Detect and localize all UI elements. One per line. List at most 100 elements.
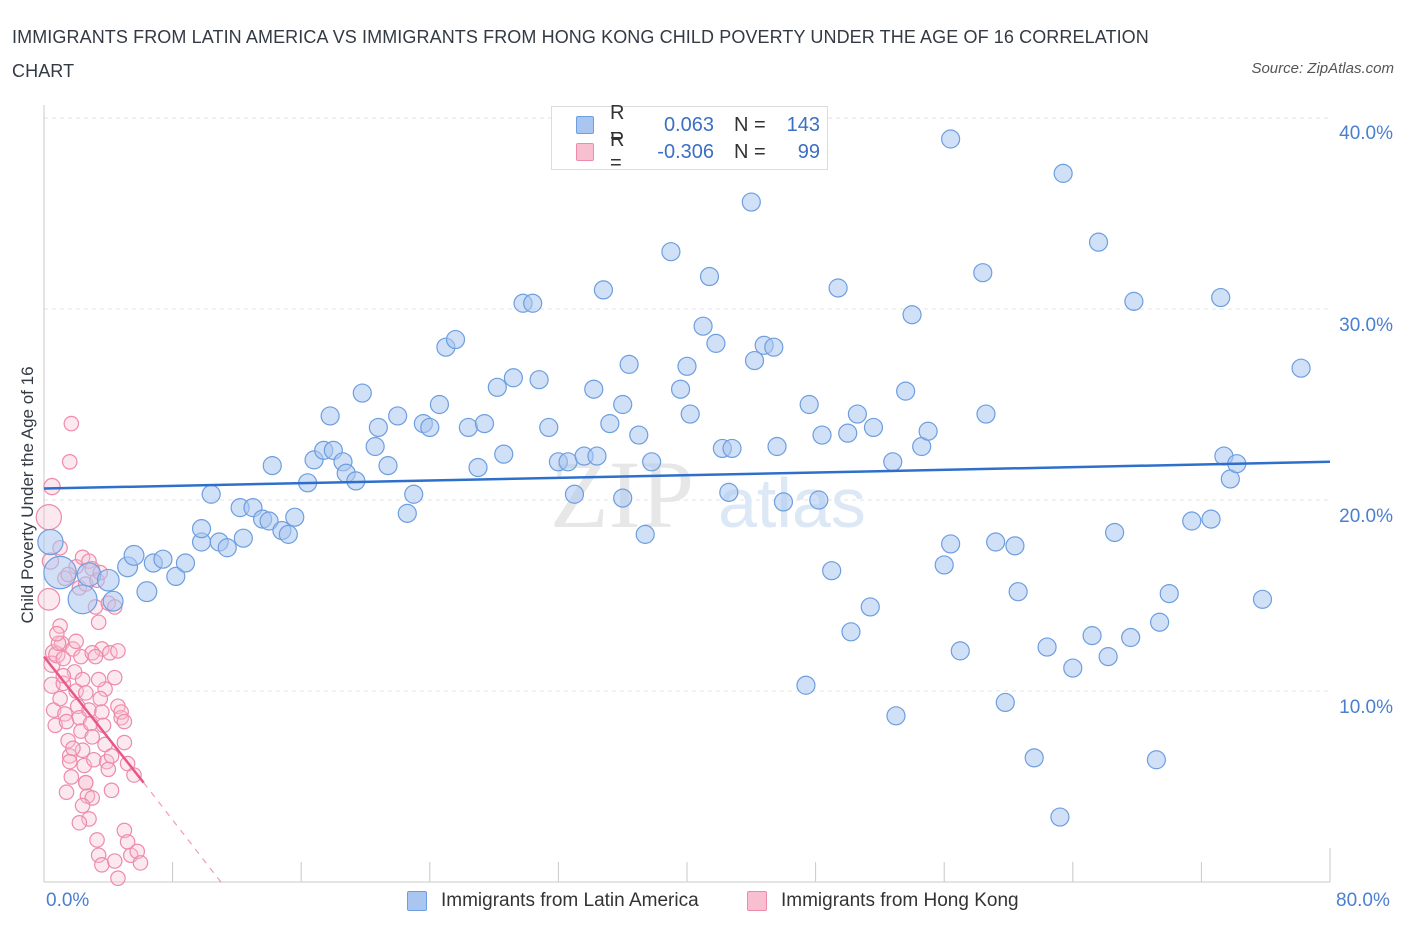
point-latin-america	[1050, 807, 1070, 827]
point-latin-america	[1053, 163, 1073, 183]
point-latin-america	[809, 490, 829, 510]
point-latin-america	[635, 524, 655, 544]
y-tick-10: 10.0%	[1339, 697, 1393, 718]
point-hong-kong	[63, 769, 80, 785]
point-hong-kong	[90, 847, 107, 864]
point-latin-america	[986, 532, 1006, 552]
point-hong-kong	[106, 853, 123, 869]
point-hong-kong	[50, 635, 67, 652]
point-latin-america	[1063, 658, 1083, 678]
point-hong-kong	[90, 671, 107, 688]
y-tick-40: 40.0%	[1339, 123, 1393, 144]
point-hong-kong	[76, 757, 92, 774]
point-latin-america	[233, 528, 253, 548]
point-latin-america	[719, 482, 739, 502]
point-hong-kong	[86, 751, 102, 768]
point-latin-america	[539, 417, 559, 438]
point-latin-america	[175, 553, 196, 573]
point-latin-america	[941, 534, 961, 554]
point-hong-kong	[61, 753, 78, 770]
point-latin-america	[67, 584, 98, 615]
point-latin-america	[1211, 287, 1231, 308]
point-latin-america	[619, 354, 639, 374]
legend-item-hong-kong[interactable]: Immigrants from Hong Kong	[747, 890, 1019, 912]
point-latin-america	[1146, 750, 1166, 770]
point-latin-america	[388, 406, 408, 426]
point-latin-america	[584, 379, 604, 399]
point-latin-america	[368, 417, 388, 438]
point-hong-kong	[92, 690, 109, 707]
point-hong-kong	[60, 732, 76, 749]
point-latin-america	[420, 417, 440, 438]
series-hong-kong	[35, 415, 149, 886]
point-latin-america	[1005, 536, 1025, 556]
axes	[43, 105, 1331, 883]
point-hong-kong	[116, 822, 133, 839]
legend-swatch-blue	[407, 891, 427, 911]
point-latin-america	[458, 417, 478, 438]
point-latin-america	[320, 406, 340, 426]
legend-item-latin-america[interactable]: Immigrants from Latin America	[407, 890, 699, 912]
point-latin-america	[352, 383, 372, 403]
point-hong-kong	[71, 814, 88, 831]
point-latin-america	[812, 425, 832, 445]
r-value: 0.063	[663, 113, 714, 136]
point-latin-america	[699, 266, 720, 287]
x-tick-max: 80.0%	[1336, 890, 1390, 911]
point-latin-america	[474, 414, 495, 434]
point-hong-kong	[77, 774, 94, 791]
point-latin-america	[429, 394, 450, 415]
point-latin-america	[102, 590, 124, 612]
point-hong-kong	[55, 650, 72, 667]
point-latin-america	[841, 622, 861, 642]
point-latin-america	[1082, 626, 1102, 646]
trend-line-hong-kong	[43, 655, 145, 784]
point-hong-kong	[61, 748, 78, 764]
point-hong-kong	[43, 477, 61, 496]
point-latin-america	[1088, 232, 1109, 252]
point-latin-america	[677, 356, 697, 376]
point-hong-kong	[49, 625, 65, 642]
source-label: Source: ZipAtlas.com	[1251, 60, 1394, 77]
point-latin-america	[262, 456, 282, 476]
point-hong-kong	[37, 587, 61, 611]
point-latin-america	[799, 394, 819, 415]
point-latin-america	[767, 436, 787, 457]
point-hong-kong	[90, 614, 107, 631]
y-tick-30: 30.0%	[1339, 315, 1393, 336]
legend-swatch-blue	[576, 116, 594, 134]
point-hong-kong	[81, 702, 97, 718]
point-latin-america	[285, 507, 305, 527]
point-latin-america	[278, 524, 298, 544]
point-latin-america	[1024, 748, 1044, 768]
point-latin-america	[995, 692, 1015, 713]
point-latin-america	[886, 706, 906, 726]
point-latin-america	[43, 555, 77, 590]
point-latin-america	[1150, 612, 1170, 632]
point-latin-america	[613, 394, 633, 415]
point-latin-america	[166, 566, 186, 587]
point-hong-kong	[110, 643, 126, 659]
point-hong-kong	[103, 748, 120, 764]
point-latin-america	[468, 457, 488, 478]
point-latin-america	[773, 492, 794, 512]
point-hong-kong	[89, 832, 105, 848]
point-hong-kong	[74, 797, 91, 814]
point-latin-america	[1182, 511, 1202, 531]
point-latin-america	[1008, 582, 1028, 602]
point-hong-kong	[81, 811, 97, 827]
point-hong-kong	[74, 671, 91, 688]
point-latin-america	[503, 368, 523, 388]
point-latin-america	[191, 519, 212, 539]
point-latin-america	[722, 438, 742, 459]
point-latin-america	[741, 192, 761, 212]
y-tick-20: 20.0%	[1339, 506, 1393, 527]
point-hong-kong	[68, 633, 84, 650]
point-latin-america	[744, 350, 765, 371]
point-hong-kong	[63, 415, 80, 432]
legend-label: Immigrants from Hong Kong	[781, 890, 1019, 911]
point-latin-america	[593, 280, 614, 300]
point-hong-kong	[100, 761, 117, 778]
point-hong-kong	[58, 784, 75, 801]
